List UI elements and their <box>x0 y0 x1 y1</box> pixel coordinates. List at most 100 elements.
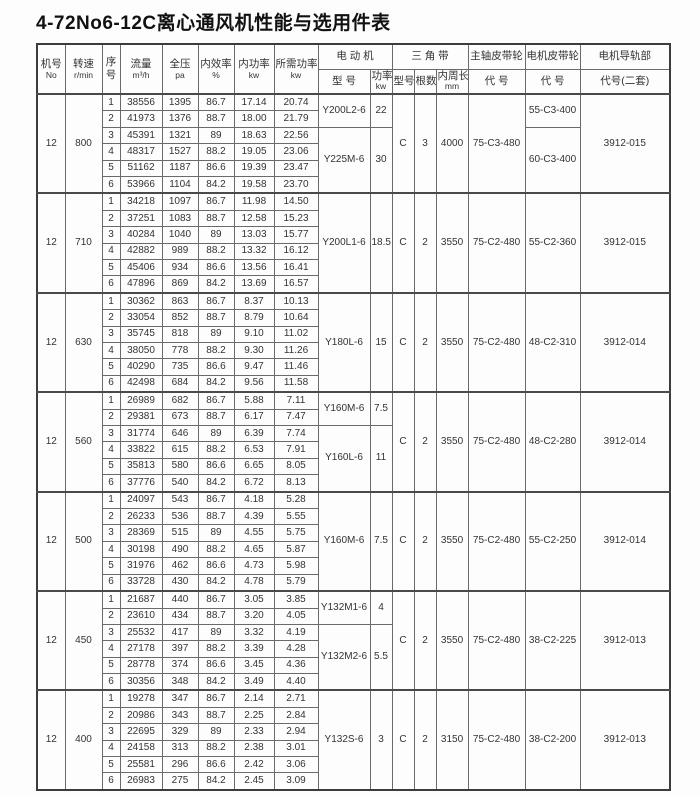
table-header: 机号 No 转速 r/min 序 号 流量 m³/h 全压 pa <box>36 43 671 95</box>
cell-required-power: 23.47 <box>273 159 319 177</box>
cell-seq: 4 <box>101 640 121 658</box>
cell-motor-pulley-code: 60-C3-400 <box>524 126 581 194</box>
table-row: 5 45406 934 86.6 13.56 16.41 <box>37 258 670 277</box>
cell-required-power: 4.05 <box>273 607 319 625</box>
cell-inner-power: 4.65 <box>233 540 275 559</box>
cell-inner-power: 13.56 <box>233 258 275 277</box>
cell-inner-power: 2.14 <box>233 689 275 708</box>
fan-performance-table: 机号 No 转速 r/min 序 号 流量 m³/h 全压 pa <box>36 43 672 791</box>
cell-required-power: 2.84 <box>273 706 319 725</box>
cell-efficiency: 89 <box>197 325 235 344</box>
cell-seq: 4 <box>101 739 121 758</box>
cell-pressure: 397 <box>161 640 199 658</box>
cell-required-power: 10.13 <box>273 291 319 311</box>
cell-spindle-pulley-code: 75-C3-480 <box>467 92 526 194</box>
cell-seq: 3 <box>101 623 121 642</box>
cell-inner-power: 13.03 <box>233 226 275 244</box>
cell-flow: 47896 <box>119 275 163 294</box>
cell-flow: 35813 <box>119 457 163 476</box>
table-row: 12 400 1 19278 347 86.7 2.14 2.71 Y132S-6 3 C 2 3150… <box>36 689 671 791</box>
cell-pressure: 934 <box>161 258 199 277</box>
cell-efficiency: 86.6 <box>197 159 235 177</box>
cell-seq: 2 <box>101 110 121 128</box>
col-header-motor-rail: 电机导轨部 <box>579 43 671 70</box>
col-header-efficiency: 内效率 % <box>197 43 235 95</box>
table-row: 3 35745 818 89 9.10 11.02 <box>37 325 670 344</box>
cell-efficiency: 88.7 <box>197 706 235 725</box>
cell-inner-power: 6.65 <box>233 457 275 476</box>
col-header-required-power: 所需功率 kw <box>273 43 319 95</box>
cell-motor-pulley-code: 55-C3-400 <box>524 92 581 128</box>
cell-pressure: 852 <box>161 309 199 327</box>
cell-pressure: 1376 <box>161 110 199 128</box>
cell-inner-power: 18.63 <box>233 126 275 145</box>
cell-pressure: 296 <box>161 755 199 774</box>
cell-seq: 2 <box>101 706 121 725</box>
cell-spindle-pulley-code: 75-C2-480 <box>467 689 526 791</box>
cell-required-power: 5.75 <box>273 524 319 542</box>
cell-flow: 24158 <box>119 739 163 758</box>
cell-inner-power: 6.53 <box>233 441 275 459</box>
cell-belt-length: 3550 <box>435 590 469 691</box>
cell-efficiency: 89 <box>197 723 235 741</box>
cell-motor-pulley-code: 55-C2-360 <box>524 192 581 294</box>
cell-seq: 1 <box>101 391 121 410</box>
cell-inner-power: 4.18 <box>233 490 275 510</box>
cell-required-power: 16.12 <box>273 242 319 260</box>
cell-seq: 4 <box>101 540 121 559</box>
col-header-pressure: 全压 pa <box>161 43 199 95</box>
cell-pressure: 682 <box>161 391 199 410</box>
cell-flow: 33822 <box>119 441 163 459</box>
header-row-2: 型 号 功率 kw 型号 根数 内周长 mm 代 号 代 号 代号(二套) <box>37 68 671 95</box>
cell-inner-power: 3.45 <box>233 656 275 674</box>
cell-pressure: 430 <box>161 573 199 592</box>
cell-speed: 500 <box>64 490 103 592</box>
cell-pressure: 343 <box>161 706 199 725</box>
cell-motor-power: 22 <box>369 92 393 128</box>
table-row: 12 560 1 26989 682 86.7 5.88 7.11 Y160M-6 7.5 C 2 35… <box>36 391 671 493</box>
cell-required-power: 14.50 <box>273 192 319 211</box>
cell-seq: 5 <box>101 358 121 376</box>
cell-belt-model: C <box>391 689 415 791</box>
cell-motor-power: 18.5 <box>369 192 393 294</box>
cell-inner-power: 19.39 <box>233 159 275 177</box>
cell-flow: 31774 <box>119 425 163 443</box>
cell-motor-rail-code: 3912-013 <box>579 689 671 791</box>
cell-seq: 3 <box>101 524 121 542</box>
cell-inner-power: 2.38 <box>233 739 275 758</box>
cell-efficiency: 89 <box>197 226 235 244</box>
cell-required-power: 7.47 <box>273 408 319 427</box>
cell-motor-rail-code: 3912-014 <box>579 490 671 592</box>
cell-flow: 19278 <box>119 689 163 708</box>
cell-inner-power: 6.17 <box>233 408 275 427</box>
cell-pressure: 374 <box>161 656 199 674</box>
cell-belt-model: C <box>391 291 415 393</box>
cell-inner-power: 2.42 <box>233 755 275 774</box>
cell-machine-no: 12 <box>36 689 66 791</box>
table-row: 4 48317 1527 88.2 19.05 23.06 <box>37 143 670 161</box>
cell-seq: 6 <box>101 573 121 592</box>
table-row: 4 24158 313 88.2 2.38 3.01 <box>37 739 670 758</box>
cell-inner-power: 5.88 <box>233 391 275 410</box>
cell-efficiency: 86.7 <box>197 391 235 410</box>
cell-required-power: 3.85 <box>273 590 319 609</box>
table-row: 5 31976 462 86.6 4.73 5.98 <box>37 557 670 575</box>
cell-inner-power: 9.56 <box>233 374 275 393</box>
cell-required-power: 15.77 <box>273 226 319 244</box>
col-header-inner-power: 内功率 kw <box>233 43 275 95</box>
cell-required-power: 7.74 <box>273 425 319 443</box>
cell-seq: 5 <box>101 656 121 674</box>
cell-spindle-pulley-code: 75-C2-480 <box>467 291 526 393</box>
cell-machine-no: 12 <box>36 391 66 493</box>
cell-required-power: 7.11 <box>273 391 319 410</box>
table-row: 6 33728 430 84.2 4.78 5.79 <box>37 573 670 592</box>
cell-seq: 5 <box>101 258 121 277</box>
cell-pressure: 434 <box>161 607 199 625</box>
cell-pressure: 646 <box>161 425 199 443</box>
table-row: 6 30356 348 84.2 3.49 4.40 <box>37 672 670 691</box>
cell-efficiency: 86.7 <box>197 291 235 311</box>
cell-belt-length: 3150 <box>435 689 469 791</box>
cell-required-power: 20.74 <box>273 93 319 112</box>
cell-machine-no: 12 <box>36 92 66 194</box>
cell-efficiency: 84.2 <box>197 374 235 393</box>
